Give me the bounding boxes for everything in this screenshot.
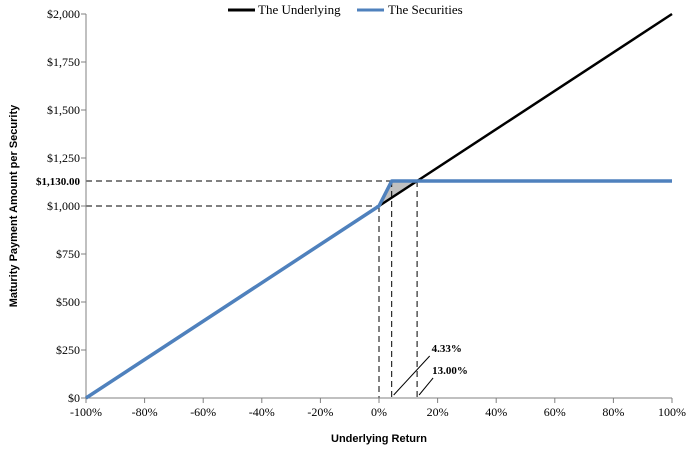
x-tick-label: -100% xyxy=(70,405,102,419)
x-tick-label: -20% xyxy=(307,405,333,419)
x-tick-label: -60% xyxy=(190,405,216,419)
y-tick-label: $500 xyxy=(56,295,80,309)
x-tick-label: 40% xyxy=(485,405,507,419)
securities-series-line xyxy=(85,179,672,400)
x-tick-label: 0% xyxy=(371,405,387,419)
annotation-leader-4-33 xyxy=(393,355,431,396)
x-tick-label: 100% xyxy=(658,405,686,419)
y-tick-label: $250 xyxy=(56,343,80,357)
legend-label-underlying: The Underlying xyxy=(258,2,341,17)
x-tick-label: 60% xyxy=(544,405,566,419)
cap-value-label: $1,130.00 xyxy=(36,176,81,188)
y-tick-label: $1,250 xyxy=(47,151,80,165)
axes: $0 $250 $500 $750 $1,000 $1,250 $1,500 $1,750 $2… xyxy=(47,7,686,419)
labels-layer: $1,130.00 4.33% 13.00% xyxy=(36,176,468,396)
y-tick-label: $1,000 xyxy=(47,199,80,213)
x-tick-label: -40% xyxy=(249,405,275,419)
x-tick-label: -80% xyxy=(132,405,158,419)
y-tick-label: $1,750 xyxy=(47,55,80,69)
y-tick-label: $2,000 xyxy=(47,7,80,21)
y-tick-label: $0 xyxy=(68,391,80,405)
y-tick-label: $1,500 xyxy=(47,103,80,117)
x-axis-title: Underlying Return xyxy=(331,433,427,445)
y-axis-title: Maturity Payment Amount per Security xyxy=(8,104,20,307)
legend: The Underlying The Securities xyxy=(228,2,463,17)
legend-label-securities: The Securities xyxy=(388,2,463,17)
y-tick-label: $750 xyxy=(56,247,80,261)
x-tick-label: 80% xyxy=(602,405,624,419)
annotation-label-4-33: 4.33% xyxy=(432,343,462,355)
annotation-label-13-00: 13.00% xyxy=(432,365,468,377)
series-layer xyxy=(85,12,673,400)
x-tick-label: 20% xyxy=(427,405,449,419)
annotation-leader-13-00 xyxy=(418,377,434,396)
